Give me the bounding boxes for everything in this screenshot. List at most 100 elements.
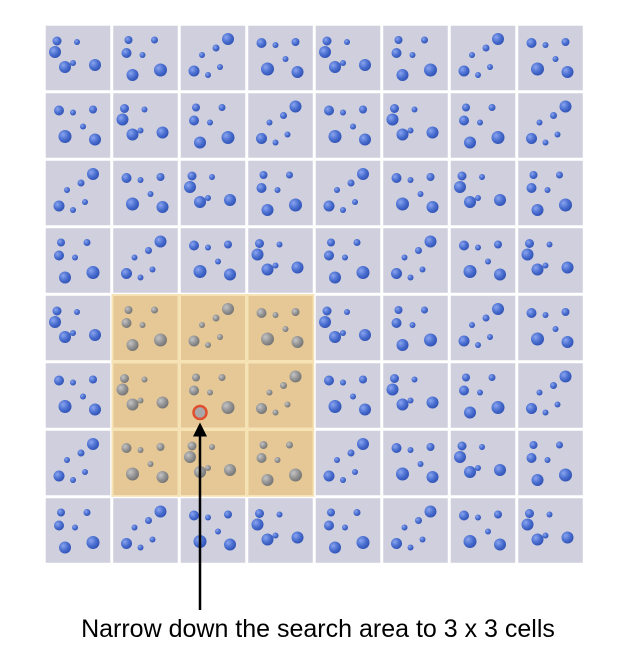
data-point	[224, 510, 232, 519]
data-point	[552, 326, 559, 332]
data-point	[188, 65, 200, 77]
data-point	[121, 538, 132, 549]
data-point	[323, 200, 335, 212]
data-point	[424, 505, 437, 518]
data-point	[344, 309, 350, 315]
data-point	[156, 201, 169, 213]
data-point	[329, 541, 341, 554]
data-point	[475, 342, 481, 348]
data-point-gray	[286, 441, 293, 449]
data-point	[542, 139, 549, 146]
data-point	[426, 126, 439, 139]
data-point	[494, 538, 506, 551]
data-point	[272, 262, 279, 269]
data-point	[340, 109, 346, 116]
data-point	[485, 258, 491, 265]
data-point-gray	[274, 457, 281, 463]
data-point	[359, 105, 367, 114]
grid-cell	[44, 429, 112, 497]
data-point	[559, 468, 572, 482]
data-point	[80, 393, 86, 400]
data-point	[189, 510, 199, 521]
data-point	[131, 254, 138, 261]
data-point	[221, 131, 235, 144]
data-point	[469, 52, 475, 58]
data-point	[189, 240, 199, 251]
caption: Narrow down the search area to 3 x 3 cel…	[81, 615, 555, 643]
data-point	[561, 38, 570, 46]
data-point-gray	[205, 465, 211, 471]
data-point	[407, 447, 414, 453]
data-point	[137, 177, 144, 183]
data-point	[86, 266, 100, 279]
data-point	[189, 115, 199, 126]
data-point	[521, 248, 534, 261]
grid-cell	[246, 496, 315, 565]
data-point	[342, 524, 348, 531]
data-point	[391, 318, 402, 328]
data-point	[396, 339, 409, 351]
data-point	[224, 268, 236, 281]
grid-cell	[516, 361, 585, 430]
pointer-arrow	[193, 422, 207, 610]
grid-cell	[246, 91, 315, 160]
data-point	[251, 518, 264, 531]
data-point	[531, 62, 544, 76]
data-point	[457, 171, 467, 181]
grid-cell	[314, 24, 382, 92]
data-point	[89, 105, 97, 114]
data-point	[542, 312, 549, 318]
grid-cell	[449, 24, 517, 92]
data-point-gray	[120, 374, 129, 383]
grid-cell	[381, 496, 450, 565]
data-point	[209, 174, 215, 180]
data-point	[145, 517, 152, 524]
data-point	[82, 199, 88, 205]
data-point	[526, 308, 537, 318]
grid-cell	[179, 24, 247, 92]
grid-cell	[111, 159, 180, 227]
data-point-gray	[188, 335, 200, 347]
data-point	[554, 401, 561, 408]
data-point-gray	[126, 467, 139, 481]
data-point	[556, 171, 563, 179]
data-point	[426, 471, 439, 483]
data-point	[561, 336, 574, 348]
data-point	[52, 36, 62, 46]
data-point	[347, 449, 355, 457]
data-point	[83, 239, 91, 246]
grid-cell	[44, 24, 112, 92]
highlighted-grid-cell	[111, 429, 180, 497]
data-point	[328, 400, 342, 413]
data-point	[344, 39, 350, 45]
data-point-gray	[209, 444, 215, 450]
grid-cell	[381, 361, 450, 430]
data-point	[454, 181, 466, 193]
data-point-gray	[205, 342, 211, 348]
grid-cell	[449, 429, 517, 497]
grid-cell	[246, 226, 315, 295]
data-point-gray	[126, 398, 139, 411]
grid-cell	[516, 159, 585, 227]
data-point	[137, 544, 144, 551]
data-point	[87, 438, 99, 450]
grid-cell	[314, 91, 382, 160]
data-point	[459, 115, 469, 126]
data-point	[82, 469, 88, 475]
data-point	[276, 511, 283, 518]
data-point	[327, 508, 335, 517]
data-point	[49, 46, 61, 58]
data-point-gray	[192, 373, 200, 382]
data-point-gray	[154, 333, 167, 347]
data-point	[54, 105, 64, 116]
data-point	[424, 333, 437, 347]
data-point	[561, 308, 570, 316]
data-point	[419, 536, 426, 543]
data-point	[187, 171, 197, 181]
data-point	[458, 335, 470, 347]
data-point	[52, 306, 62, 316]
grid-cell	[314, 294, 382, 362]
data-point	[526, 183, 537, 193]
data-point	[49, 316, 61, 328]
data-point	[72, 524, 78, 531]
